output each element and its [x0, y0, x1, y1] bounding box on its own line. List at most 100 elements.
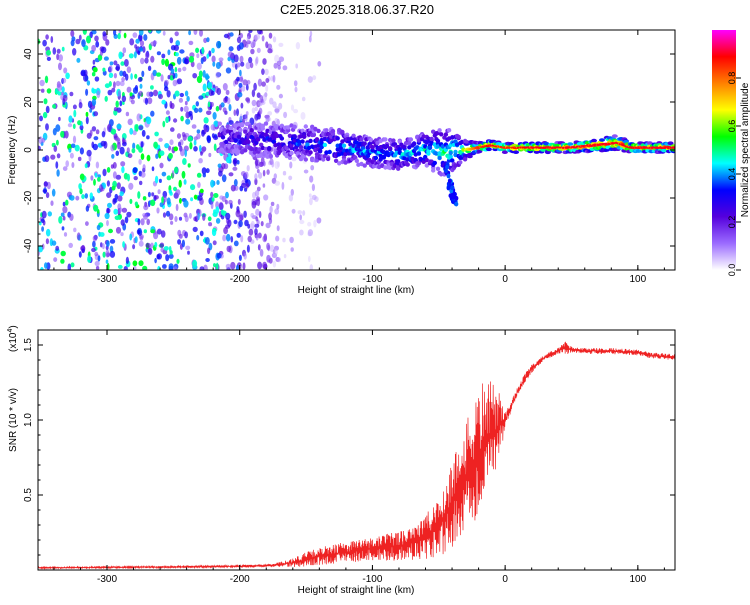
spectrogram-noise-cell: [206, 110, 212, 116]
spectrogram-noise-cell: [106, 180, 110, 187]
spectrogram-noise-cell: [317, 61, 322, 67]
spectrogram-noise-cell: [95, 161, 100, 169]
spectrogram-noise-cell: [180, 106, 184, 112]
spectrogram-noise-cell: [199, 30, 203, 37]
spectrogram-noise-cell: [108, 65, 113, 73]
spectrogram-noise-cell: [50, 200, 54, 206]
spectrogram-noise-cell: [106, 240, 110, 248]
spectrogram-noise-cell: [254, 223, 260, 228]
spectrogram-signal-cell: [450, 158, 455, 163]
spectrogram-noise-cell: [119, 191, 124, 197]
spectrogram-noise-cell: [174, 31, 179, 37]
spectrogram-noise-cell: [91, 44, 96, 52]
spectrogram-noise-cell: [256, 198, 261, 207]
spectrogram-noise-cell: [91, 126, 97, 132]
spectrogram-noise-cell: [129, 92, 133, 97]
spectrogram-signal-cell: [435, 166, 441, 171]
spectrogram-noise-cell: [101, 131, 106, 138]
spectrogram-signal-cell: [217, 121, 222, 126]
spectrogram-noise-cell: [244, 187, 248, 192]
spectrogram-noise-cell: [136, 144, 140, 150]
spectrogram-noise-cell: [272, 248, 278, 256]
spectrogram-signal-cell: [274, 133, 280, 138]
spectrogram-noise-cell: [90, 175, 94, 181]
spectrogram-noise-cell: [192, 259, 198, 268]
spectrogram-noise-cell: [160, 74, 164, 82]
spectrogram-signal-cell: [311, 132, 316, 138]
snr-multiplier-base: (x10: [8, 332, 19, 352]
spectrogram-noise-cell: [173, 44, 179, 52]
spectrogram-noise-cell: [293, 108, 299, 114]
spectrogram-noise-cell: [235, 209, 241, 218]
spectrogram-signal-cell: [485, 147, 492, 152]
spectrogram-noise-cell: [91, 247, 96, 253]
spectrogram-signal-cell: [340, 139, 345, 144]
spectrogram-noise-cell: [282, 237, 286, 243]
spectrogram-noise-cell: [146, 154, 151, 162]
spectrogram-noise-cell: [113, 73, 117, 79]
spectrogram-noise-cell: [164, 58, 169, 67]
spectrogram-noise-cell: [92, 67, 98, 73]
snr-multiplier-close: ): [8, 325, 19, 328]
spectrogram-noise-cell: [257, 261, 263, 270]
spectrogram-noise-cell: [233, 179, 238, 187]
x-tick-label: -300: [97, 274, 117, 285]
spectrogram-noise-cell: [97, 54, 103, 61]
spectrogram-noise-cell: [205, 168, 210, 174]
spectrogram-noise-cell: [190, 197, 194, 202]
snr-panel: -300 -200 -100 0 100 0.5 1.0 1.5 Height of str…: [7, 325, 676, 596]
spectrogram-noise-cell: [42, 39, 47, 47]
spectrogram-noise-cell: [44, 155, 50, 163]
spectrogram-noise-cell: [43, 181, 49, 187]
spectrogram-noise-cell: [125, 111, 130, 117]
spectrogram-noise-cell: [60, 212, 65, 217]
spectrogram-noise-cell: [262, 169, 266, 177]
spectrogram-noise-cell: [41, 226, 44, 232]
spectrogram-noise-cell: [136, 113, 142, 122]
spectrogram-noise-cell: [210, 191, 214, 198]
spectrogram-noise-cell: [178, 216, 183, 221]
spectrogram-signal-cell: [426, 149, 431, 154]
spectrogram-noise-cell: [208, 89, 214, 97]
spectrogram-noise-cell: [250, 40, 256, 47]
spectrogram-noise-cell: [313, 219, 317, 228]
spectrogram-noise-cell: [86, 80, 91, 86]
spectrogram-tail-cell: [447, 178, 452, 184]
spectrogram-noise-cell: [45, 228, 51, 237]
spectrogram-noise-cell: [257, 232, 262, 239]
spectrogram-noise-cell: [126, 211, 132, 218]
spectrogram-noise-cell: [56, 169, 60, 177]
spectrogram-noise-cell: [139, 83, 143, 89]
spectrogram-noise-cell: [195, 47, 200, 53]
spectrogram-noise-cell: [51, 188, 56, 197]
spectrogram-core-cell: [671, 146, 675, 149]
spectrogram-signal-cell: [305, 142, 310, 147]
spectrogram-noise-cell: [256, 186, 261, 192]
spectrogram-noise-cell: [272, 74, 276, 83]
spectrogram-noise-cell: [55, 161, 59, 169]
spectrogram-signal-cell: [228, 125, 234, 131]
spectrogram-noise-cell: [95, 41, 100, 48]
spectrogram-noise-cell: [110, 164, 114, 169]
spectrogram-noise-cell: [169, 139, 174, 146]
spectrogram-noise-cell: [312, 75, 317, 81]
spectrogram-noise-cell: [257, 78, 262, 87]
spectrogram-noise-cell: [188, 30, 192, 36]
spectrogram-noise-cell: [116, 123, 122, 130]
spectrogram-noise-cell: [61, 226, 65, 231]
spectrogram-noise-cell: [63, 232, 68, 237]
spectrogram-signal-cell: [225, 129, 230, 134]
spectrogram-noise-cell: [100, 242, 103, 248]
spectrogram-noise-cell: [45, 123, 49, 131]
spectrogram-noise-cell: [183, 58, 189, 65]
spectrogram-noise-cell: [226, 245, 232, 253]
spectrogram-noise-cell: [223, 97, 228, 104]
spectrogram-noise-cell: [102, 168, 107, 177]
spectrogram-signal-cell: [292, 124, 297, 129]
spectrogram-noise-cell: [174, 90, 180, 97]
spectrogram-noise-cell: [221, 174, 227, 183]
spectrogram-signal-cell: [462, 157, 468, 162]
spectrogram-signal-cell: [646, 141, 653, 145]
spectrogram-noise-cell: [283, 111, 288, 119]
